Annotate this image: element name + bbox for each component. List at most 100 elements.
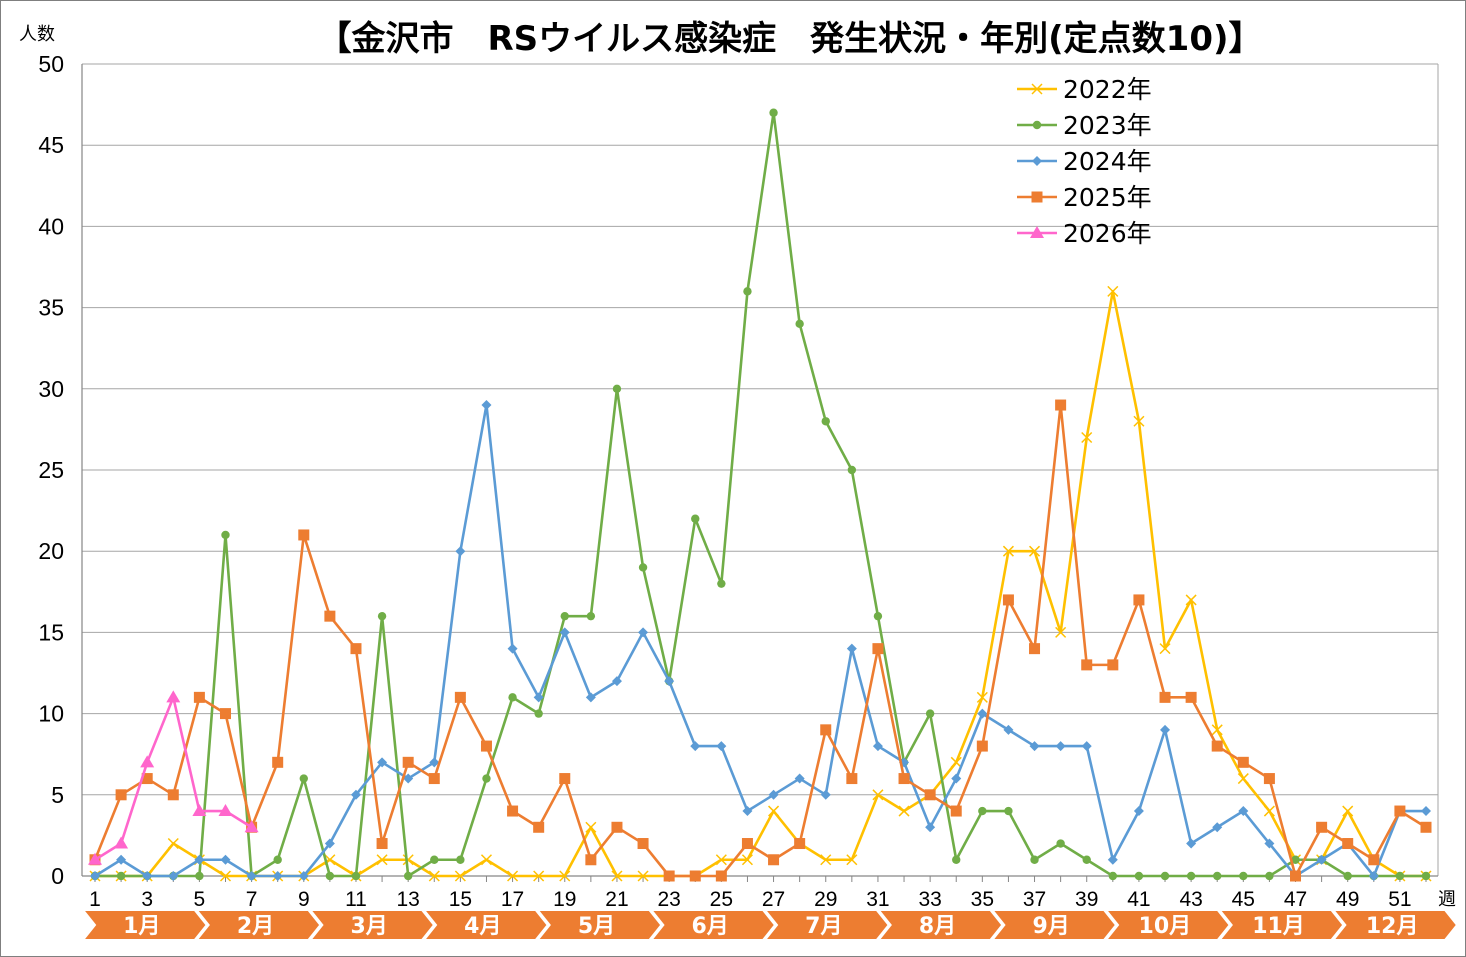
data-point [324,838,335,849]
data-point [430,855,439,864]
data-point [925,822,936,833]
data-point [638,627,649,638]
x-tick-label: 27 [762,888,785,911]
data-point [167,789,179,801]
data-point [1028,545,1041,557]
month-chevron [990,909,1118,941]
data-point [480,740,492,752]
data-point [1030,855,1039,864]
data-point [1239,871,1248,881]
chart-title: 【金沢市 RSウイルス感染症 発生状況・年別(定点数10)】 [317,19,1262,59]
data-point [1212,822,1223,833]
data-point [219,708,231,720]
data-point [1081,659,1093,671]
x-tick-label: 29 [814,888,837,911]
data-point [533,821,545,833]
data-point [482,774,491,783]
data-point-stroke [1263,805,1275,817]
data-point [507,643,518,654]
data-point [1213,871,1222,881]
data-point [1160,871,1170,881]
data-point [1055,741,1066,752]
data-point [402,854,414,866]
data-point [1237,756,1249,768]
data-point [533,692,544,703]
data-point-stroke [898,805,910,817]
month-chevron [421,909,549,941]
x-tick-label: 49 [1336,888,1359,911]
x-tick-label: 3 [141,888,153,911]
data-point [298,871,309,881]
data-point [821,417,830,426]
data-point [480,854,493,866]
data-point [1290,870,1302,882]
data-point [794,838,806,850]
data-point [1316,854,1327,865]
data-point [663,870,675,882]
data-point [1055,399,1067,411]
data-point-stroke [1342,805,1354,817]
month-label: 8月 [919,914,956,939]
data-point [1107,285,1119,297]
data-point [325,871,335,881]
data-point-stroke [1081,431,1093,444]
data-point [873,611,883,621]
data-point [820,789,831,800]
data-point [741,854,753,866]
series-line [93,403,1427,878]
data-point-stroke [1107,285,1119,297]
month-label: 11月 [1252,914,1305,939]
data-point [611,676,622,687]
data-point [90,871,100,881]
axes [81,64,1438,882]
data-point [586,611,596,621]
data-point [978,806,987,816]
data-point [846,643,857,654]
x-tick-label: 35 [971,888,994,911]
data-point [1107,854,1118,865]
legend-label: 2023年 [1063,111,1152,140]
data-point [898,773,910,785]
data-point [350,643,362,655]
data-point [976,691,988,703]
series-line [95,290,1426,878]
data-point [691,514,700,523]
data-point [1263,805,1275,817]
series-line [94,403,1426,878]
data-point [246,871,257,881]
data-point [1029,643,1041,655]
data-point [403,871,413,881]
series-2025年 [89,399,1432,882]
data-point [977,708,988,719]
data-point [1185,691,1197,703]
data-point [1185,594,1197,606]
legend-item: 2023年 [1017,111,1152,140]
legend-item: 2022年 [1017,75,1152,104]
legend-item: 2025年 [1017,183,1152,212]
x-tick-label: 7 [246,888,258,911]
data-point [1133,415,1145,427]
data-point [1030,226,1044,238]
x-axis-unit-label: 週 [1438,889,1456,910]
data-point-stroke [1055,626,1067,638]
data-point [715,870,727,882]
data-point [794,773,805,784]
data-point [1316,821,1328,833]
data-point [141,773,153,785]
month-label: 4月 [464,914,501,939]
data-point-stroke [715,854,727,866]
month-chevron [535,909,663,941]
month-chevron [80,909,208,941]
data-point [324,610,336,622]
data-point [924,789,936,801]
data-point [743,287,752,296]
data-point-stroke [454,870,466,882]
data-point [664,676,675,687]
data-point [533,870,545,882]
data-point [115,789,127,801]
data-point [508,693,517,702]
x-tick-label: 1 [89,888,101,911]
data-point [847,465,857,475]
data-point [534,709,543,718]
